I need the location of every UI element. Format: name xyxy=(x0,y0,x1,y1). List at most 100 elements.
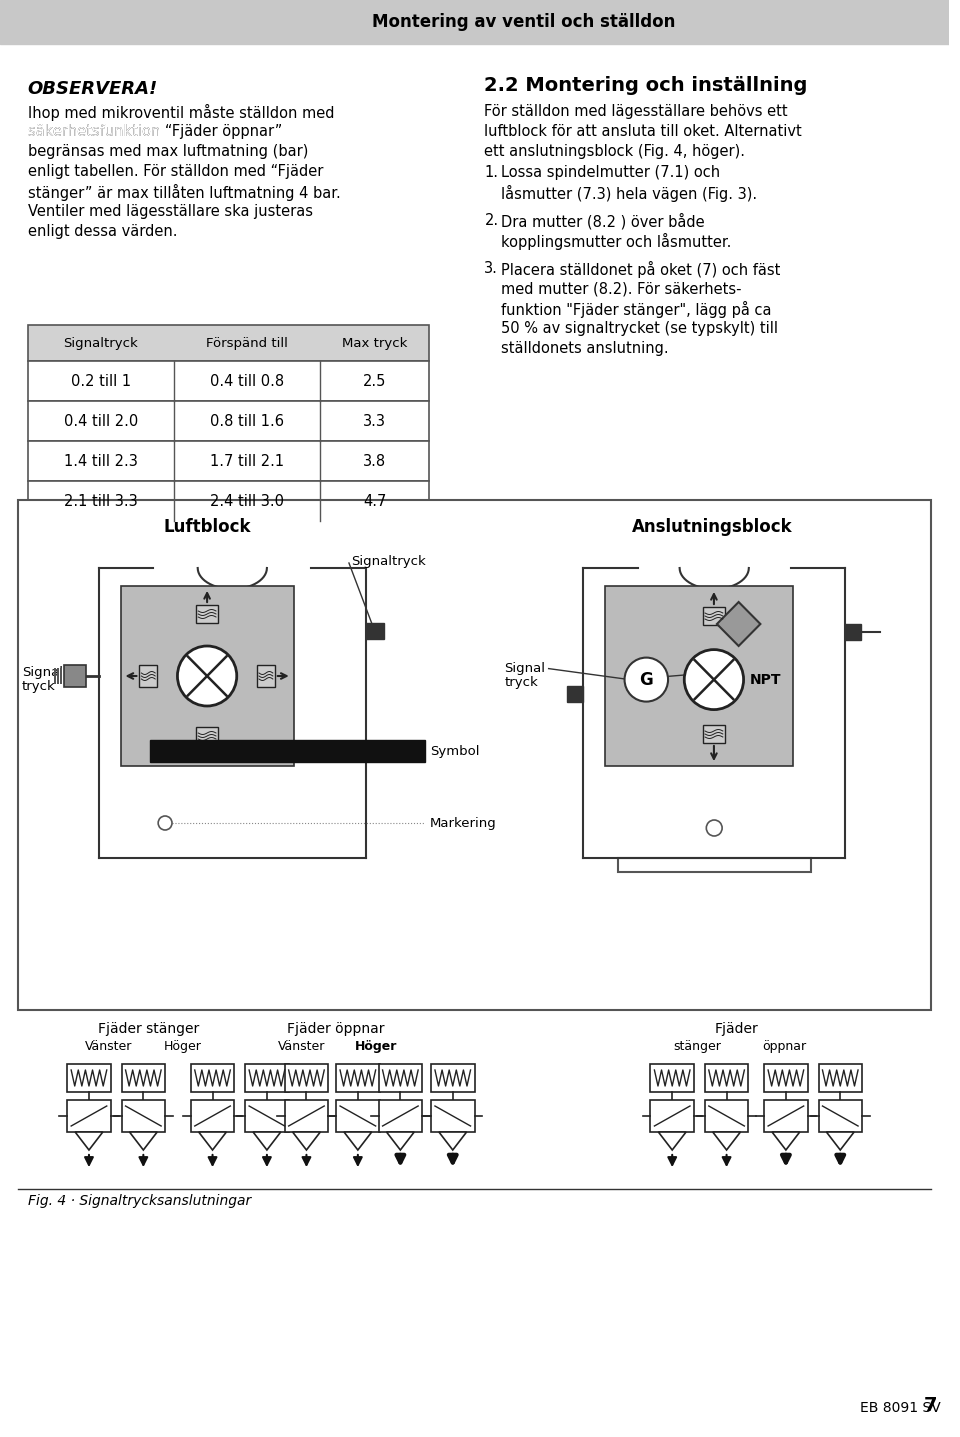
Polygon shape xyxy=(717,602,760,647)
Text: Signal: Signal xyxy=(22,665,62,680)
Polygon shape xyxy=(293,1132,321,1150)
Text: 50 % av signaltrycket (se typskylt) till: 50 % av signaltrycket (se typskylt) till xyxy=(501,320,779,336)
Text: Höger: Höger xyxy=(164,1040,202,1053)
Bar xyxy=(67,1099,110,1132)
Polygon shape xyxy=(75,1132,103,1150)
Text: Dra mutter (8.2 ) över både: Dra mutter (8.2 ) över både xyxy=(501,213,705,230)
Text: För ställdon med lägesställare behövs ett: För ställdon med lägesställare behövs et… xyxy=(485,103,788,119)
Text: ställdonets anslutning.: ställdonets anslutning. xyxy=(501,341,669,356)
Polygon shape xyxy=(827,1132,854,1150)
Polygon shape xyxy=(772,1132,800,1150)
Bar xyxy=(703,726,725,743)
Text: säkerhetsfunktion “Fjäder öppnar”: säkerhetsfunktion “Fjäder öppnar” xyxy=(28,124,282,139)
Bar xyxy=(196,605,218,624)
Text: 2.: 2. xyxy=(485,213,498,228)
Text: 1.4 till 2.3: 1.4 till 2.3 xyxy=(64,454,138,468)
Text: Luftblock: Luftblock xyxy=(164,517,252,536)
Bar xyxy=(191,1099,234,1132)
Bar xyxy=(28,481,429,522)
Bar xyxy=(67,1063,110,1092)
Polygon shape xyxy=(439,1132,467,1150)
Text: 1.: 1. xyxy=(485,165,498,180)
Polygon shape xyxy=(199,1132,227,1150)
Bar xyxy=(336,1099,379,1132)
Text: 0.4 till 0.8: 0.4 till 0.8 xyxy=(210,374,284,388)
Text: Signal: Signal xyxy=(504,661,545,674)
Text: Fjäder stänger: Fjäder stänger xyxy=(98,1022,199,1036)
Bar xyxy=(121,586,294,766)
Text: Signaltryck: Signaltryck xyxy=(351,555,425,568)
Text: 0.8 till 1.6: 0.8 till 1.6 xyxy=(210,414,284,428)
Bar xyxy=(257,665,275,687)
Text: funktion "Fjäder stänger", lägg på ca: funktion "Fjäder stänger", lägg på ca xyxy=(501,300,772,318)
Bar xyxy=(0,0,949,45)
Bar xyxy=(366,624,384,639)
Bar xyxy=(58,668,60,684)
Bar xyxy=(336,1063,379,1092)
Text: 3.8: 3.8 xyxy=(363,454,386,468)
Text: G: G xyxy=(639,671,653,688)
Bar xyxy=(567,685,584,703)
Polygon shape xyxy=(659,1132,686,1150)
Polygon shape xyxy=(387,1132,414,1150)
Bar xyxy=(60,668,62,684)
Bar xyxy=(245,1099,289,1132)
Text: 2.2 Montering och inställning: 2.2 Montering och inställning xyxy=(485,76,807,95)
Text: säkerhetsfunktion: säkerhetsfunktion xyxy=(28,124,164,139)
Bar xyxy=(618,858,810,872)
Bar xyxy=(764,1063,807,1092)
Bar xyxy=(605,586,793,766)
Text: Fjäder: Fjäder xyxy=(714,1022,758,1036)
Text: Höger: Höger xyxy=(354,1040,396,1053)
Bar xyxy=(705,1099,749,1132)
Circle shape xyxy=(707,821,722,836)
Text: Anslutningsblock: Anslutningsblock xyxy=(632,517,792,536)
Text: enligt dessa värden.: enligt dessa värden. xyxy=(28,224,178,239)
Text: Max tryck: Max tryck xyxy=(342,336,407,349)
Text: stänger: stänger xyxy=(673,1040,721,1053)
Text: 2.1 till 3.3: 2.1 till 3.3 xyxy=(64,493,137,509)
Bar xyxy=(28,361,429,401)
Text: enligt tabellen. För ställdon med “Fjäder: enligt tabellen. För ställdon med “Fjäde… xyxy=(28,164,324,180)
Bar xyxy=(139,665,157,687)
Bar xyxy=(28,325,429,361)
Polygon shape xyxy=(253,1132,280,1150)
Text: med mutter (8.2). För säkerhets-: med mutter (8.2). För säkerhets- xyxy=(501,282,742,296)
Text: 1.7 till 2.1: 1.7 till 2.1 xyxy=(210,454,284,468)
Bar xyxy=(705,1063,749,1092)
Text: låsmutter (7.3) hela vägen (Fig. 3).: låsmutter (7.3) hela vägen (Fig. 3). xyxy=(501,185,757,203)
Polygon shape xyxy=(130,1132,157,1150)
Bar xyxy=(651,1063,694,1092)
Text: 2.5: 2.5 xyxy=(363,374,386,388)
Text: 3.3: 3.3 xyxy=(363,414,386,428)
Bar xyxy=(28,441,429,481)
Text: Placera ställdonet på oket (7) och fäst: Placera ställdonet på oket (7) och fäst xyxy=(501,262,780,277)
Text: Ihop med mikroventil måste ställdon med: Ihop med mikroventil måste ställdon med xyxy=(28,103,334,121)
Text: Förspänd till: Förspänd till xyxy=(206,336,288,349)
Text: Montering av ventil och ställdon: Montering av ventil och ställdon xyxy=(372,13,676,32)
Text: stänger” är max tillåten luftmatning 4 bar.: stänger” är max tillåten luftmatning 4 b… xyxy=(28,184,341,201)
Bar xyxy=(285,1063,328,1092)
Text: Signaltryck: Signaltryck xyxy=(63,336,138,349)
Bar xyxy=(122,1099,165,1132)
Bar xyxy=(151,740,425,762)
Bar xyxy=(819,1099,862,1132)
Bar xyxy=(55,668,57,684)
Circle shape xyxy=(158,816,172,831)
Text: 4.7: 4.7 xyxy=(363,493,386,509)
Polygon shape xyxy=(712,1132,740,1150)
Bar xyxy=(378,1099,422,1132)
Bar xyxy=(28,401,429,441)
Bar xyxy=(819,1063,862,1092)
Text: 0.4 till 2.0: 0.4 till 2.0 xyxy=(63,414,138,428)
Text: Vänster: Vänster xyxy=(277,1040,325,1053)
Circle shape xyxy=(684,650,744,710)
Text: Fjäder öppnar: Fjäder öppnar xyxy=(287,1022,385,1036)
Bar xyxy=(764,1099,807,1132)
Bar xyxy=(651,1099,694,1132)
Text: luftblock för att ansluta till oket. Alternativt: luftblock för att ansluta till oket. Alt… xyxy=(485,124,803,139)
Text: EB 8091 SV: EB 8091 SV xyxy=(860,1401,941,1415)
Text: OBSERVERA!: OBSERVERA! xyxy=(28,80,158,98)
Bar xyxy=(431,1099,474,1132)
Text: kopplingsmutter och låsmutter.: kopplingsmutter och låsmutter. xyxy=(501,233,732,250)
